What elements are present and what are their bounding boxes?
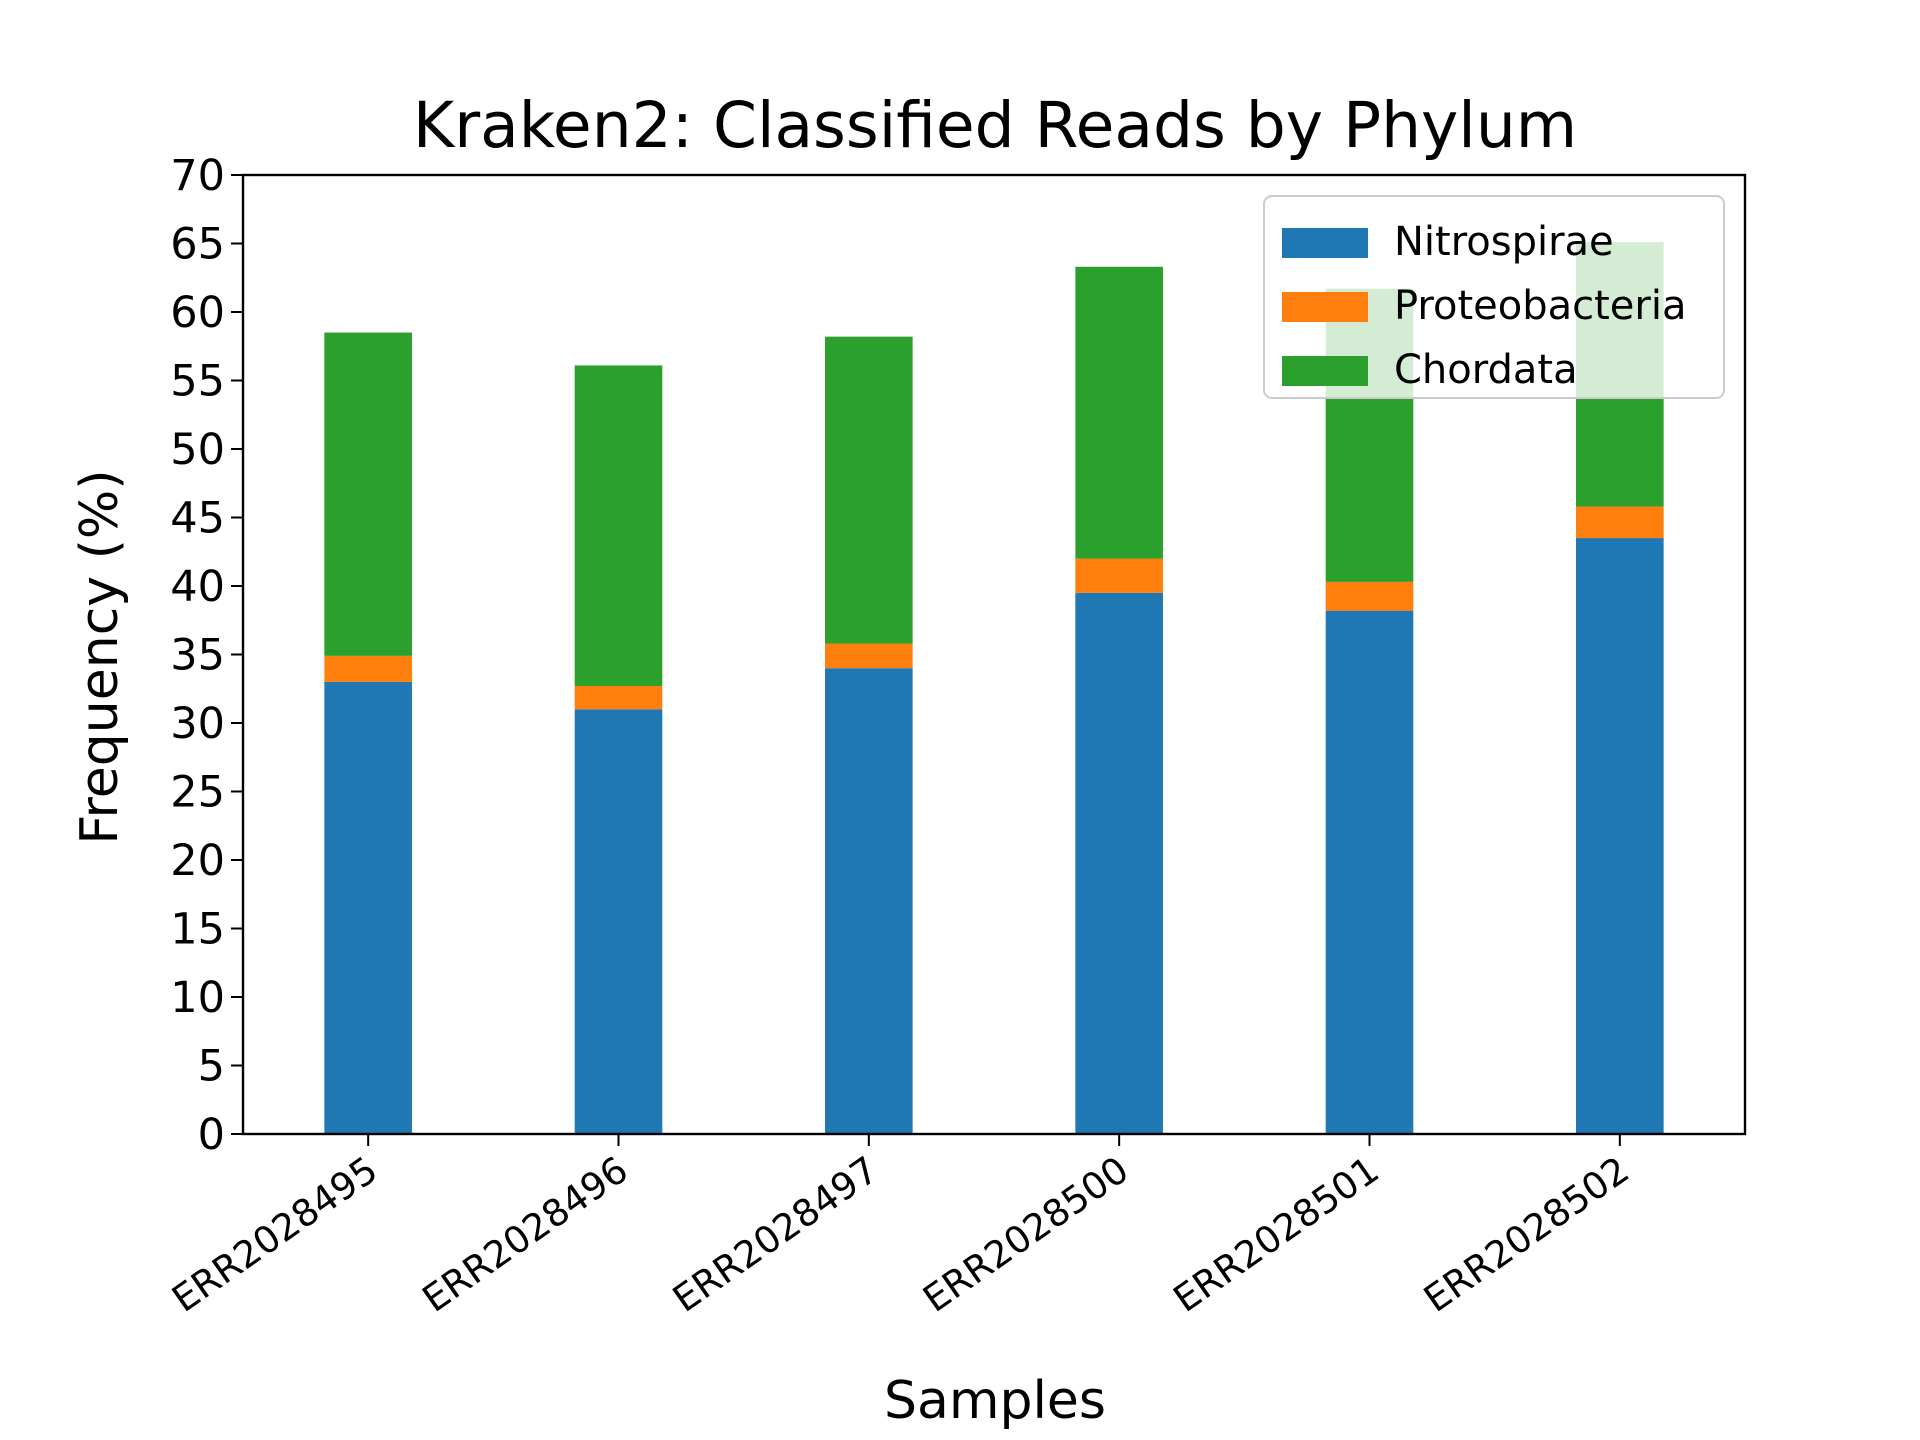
bar-segment-proteobacteria [1576, 506, 1664, 539]
y-tick-label: 45 [170, 494, 225, 544]
bar-segment-chordata [1075, 266, 1163, 559]
y-tick-label: 35 [170, 631, 225, 681]
x-tick-label: ERR2028497 [665, 1148, 886, 1321]
legend-swatch [1282, 292, 1368, 322]
legend-label: Proteobacteria [1394, 283, 1686, 329]
legend-label: Nitrospirae [1394, 219, 1614, 265]
y-tick-label: 0 [198, 1110, 225, 1160]
bar-segment-proteobacteria [324, 655, 412, 682]
x-tick-label: ERR2028500 [915, 1148, 1136, 1321]
legend-box [1263, 195, 1725, 399]
bar-segment-nitrospirae [1325, 610, 1414, 1134]
x-tick-label: ERR2028495 [164, 1148, 385, 1321]
legend: Nitrospirae Proteobacteria Chordata [1263, 195, 1725, 399]
y-tick-label: 40 [170, 562, 225, 612]
chart-title: Kraken2: Classified Reads by Phylum [413, 89, 1577, 162]
legend-label: Chordata [1394, 347, 1578, 393]
bar-segment-nitrospirae [1075, 592, 1163, 1134]
legend-swatch [1282, 356, 1368, 386]
x-tick-label: ERR2028502 [1416, 1148, 1637, 1321]
legend-swatch [1282, 228, 1368, 258]
bar-segment-chordata [574, 365, 663, 687]
y-tick-label: 70 [170, 151, 225, 201]
y-tick-label: 50 [170, 425, 225, 475]
y-tick-label: 55 [170, 357, 225, 407]
bar-segment-nitrospirae [324, 681, 412, 1134]
bar-segment-proteobacteria [825, 643, 913, 669]
x-axis-label: Samples [884, 1371, 1106, 1431]
y-tick-label: 5 [198, 1042, 225, 1092]
bar-segment-chordata [324, 332, 412, 656]
x-tick-label: ERR2028496 [415, 1148, 636, 1321]
y-tick-label: 25 [170, 768, 225, 818]
bar-segment-proteobacteria [574, 686, 663, 710]
y-tick-label: 20 [170, 836, 225, 886]
y-tick-label: 15 [170, 905, 225, 955]
bar-segment-chordata [825, 336, 913, 644]
bar-segment-proteobacteria [1075, 558, 1163, 593]
bar-segment-proteobacteria [1325, 581, 1414, 611]
y-axis-label: Frequency (%) [70, 469, 130, 844]
y-tick-label: 10 [170, 973, 225, 1023]
y-tick-label: 65 [170, 220, 225, 270]
bar-segment-nitrospirae [574, 709, 663, 1134]
bar-segment-nitrospirae [1576, 538, 1664, 1134]
y-tick-label: 30 [170, 699, 225, 749]
bar-segment-nitrospirae [825, 668, 913, 1134]
y-tick-label: 60 [170, 288, 225, 338]
x-tick-label: ERR2028501 [1166, 1148, 1387, 1321]
